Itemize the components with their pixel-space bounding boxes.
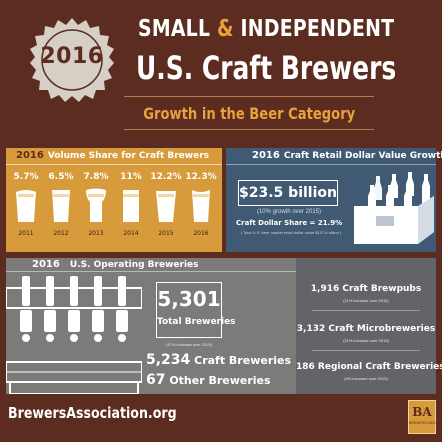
retail-title: Craft Retail Dollar Value Growth bbox=[283, 151, 442, 161]
regional-breweries-number: 186 bbox=[296, 362, 315, 372]
volume-share-value: 7.8% bbox=[83, 172, 109, 182]
glass-column: 12.2% 2015 bbox=[150, 172, 182, 248]
volume-share-year-label: 2011 bbox=[18, 230, 34, 237]
subtitle-banner: Growth in the Beer Category bbox=[124, 96, 374, 130]
volume-share-heading: 2016 Volume Share for Craft Brewers bbox=[16, 150, 209, 161]
volume-share-value: 5.7% bbox=[13, 172, 39, 182]
retail-year: 2016 bbox=[252, 150, 280, 161]
subtitle-text: Growth in the Beer Category bbox=[143, 103, 355, 123]
divider bbox=[226, 164, 436, 165]
divider bbox=[6, 271, 296, 272]
logo-word: BREWERS ASSOCIATION bbox=[409, 421, 442, 425]
regional-breweries-growth: (4% increase over 2015) bbox=[344, 376, 388, 381]
logo-letters: BA bbox=[412, 405, 432, 419]
total-breweries-growth: (17% increase over 2015) bbox=[166, 342, 212, 347]
total-breweries-box: 5,301 Total Breweries bbox=[156, 282, 236, 338]
brewpubs-number: 1,916 bbox=[310, 284, 340, 294]
seal-year: 2016 bbox=[40, 44, 104, 69]
breweries-year: 2016 bbox=[32, 259, 60, 270]
glass-column: 7.8% 2013 bbox=[80, 172, 112, 248]
beer-taps-icon bbox=[6, 276, 142, 394]
volume-share-value: 11% bbox=[120, 172, 142, 182]
retail-value-box: $23.5 billion bbox=[238, 180, 338, 206]
beer-glass-icon bbox=[16, 190, 36, 222]
retail-growth: (10% growth over 2015) bbox=[256, 209, 322, 215]
brewers-association-logo: BA BREWERS ASSOCIATION bbox=[408, 400, 442, 434]
beer-glass-icon bbox=[123, 190, 139, 222]
total-breweries-label: Total Breweries bbox=[157, 317, 236, 327]
divider bbox=[6, 164, 222, 165]
microbreweries-label: Craft Microbreweries bbox=[325, 324, 436, 334]
retail-heading: 2016 Craft Retail Dollar Value Growth bbox=[252, 150, 442, 161]
brewpubs-line: 1,916 Craft Brewpubs bbox=[296, 284, 436, 294]
other-breweries-label: Other Breweries bbox=[165, 374, 271, 387]
craft-breweries-line: 5,234 Craft Breweries bbox=[146, 352, 291, 368]
glass-column: 11% 2014 bbox=[115, 172, 147, 248]
brewpubs-growth: (11% increase over 2015) bbox=[343, 298, 389, 303]
regional-breweries-line: 186 Regional Craft Breweries bbox=[296, 362, 442, 372]
volume-share-panel: 2016 Volume Share for Craft Brewers 5.7% 2… bbox=[6, 148, 222, 252]
volume-share-year-label: 2012 bbox=[53, 230, 69, 237]
volume-share-year: 2016 bbox=[16, 150, 44, 161]
volume-share-value: 12.3% bbox=[185, 172, 217, 182]
retail-value-panel: 2016 Craft Retail Dollar Value Growth $23… bbox=[226, 148, 442, 252]
other-breweries-number: 67 bbox=[146, 372, 166, 388]
volume-share-title: Volume Share for Craft Brewers bbox=[47, 151, 209, 161]
breweries-title: U.S. Operating Breweries bbox=[69, 260, 199, 270]
title-line-1: SMALL & INDEPENDENT bbox=[138, 16, 394, 42]
total-breweries-number: 5,301 bbox=[157, 287, 221, 311]
retail-value: $23.5 billion bbox=[239, 185, 337, 201]
six-pack-bottles-icon bbox=[354, 172, 434, 244]
breweries-panel: 2016 U.S. Operating Breweries 5, bbox=[6, 258, 442, 394]
retail-share: Craft Dollar Share = 21.9% bbox=[236, 219, 343, 227]
volume-share-year-label: 2015 bbox=[158, 230, 174, 237]
volume-share-value: 6.5% bbox=[48, 172, 74, 182]
footer-url[interactable]: BrewersAssociation.org bbox=[8, 404, 177, 422]
craft-breweries-number: 5,234 bbox=[146, 352, 191, 368]
glass-column: 12.3% 2016 bbox=[185, 172, 217, 248]
regional-breweries-label: Regional Craft Breweries bbox=[314, 362, 442, 372]
beer-glass-icon bbox=[52, 190, 70, 222]
beer-glass-icon bbox=[192, 190, 210, 222]
brewpubs-label: Craft Brewpubs bbox=[339, 284, 422, 294]
retail-note: ( Total U.S. beer market retail dollar v… bbox=[240, 230, 342, 235]
volume-share-value: 12.2% bbox=[150, 172, 182, 182]
breweries-heading: 2016 U.S. Operating Breweries bbox=[32, 259, 199, 270]
volume-share-year-label: 2016 bbox=[193, 230, 209, 237]
divider bbox=[312, 350, 420, 351]
microbreweries-growth: (21% increase over 2015) bbox=[343, 338, 389, 343]
volume-share-year-label: 2013 bbox=[88, 230, 104, 237]
title-ampersand: & bbox=[217, 16, 234, 42]
title-line-2: U.S. Craft Brewers bbox=[136, 49, 397, 87]
glass-column: 6.5% 2012 bbox=[45, 172, 77, 248]
brewery-types-column: 1,916 Craft Brewpubs (11% increase over … bbox=[296, 258, 442, 394]
beer-glass-icon bbox=[86, 188, 106, 222]
craft-breweries-label: Craft Breweries bbox=[190, 354, 292, 367]
other-breweries-line: 67 Other Breweries bbox=[146, 372, 271, 388]
glass-column: 5.7% 2011 bbox=[10, 172, 42, 248]
seal-badge-icon bbox=[30, 18, 114, 102]
title-small: SMALL bbox=[138, 16, 218, 42]
microbreweries-number: 3,132 bbox=[296, 324, 326, 334]
title-independent: INDEPENDENT bbox=[233, 16, 395, 42]
beer-glass-icon bbox=[156, 191, 176, 222]
volume-share-year-label: 2014 bbox=[123, 230, 139, 237]
divider bbox=[312, 310, 420, 311]
microbreweries-line: 3,132 Craft Microbreweries bbox=[296, 324, 436, 334]
